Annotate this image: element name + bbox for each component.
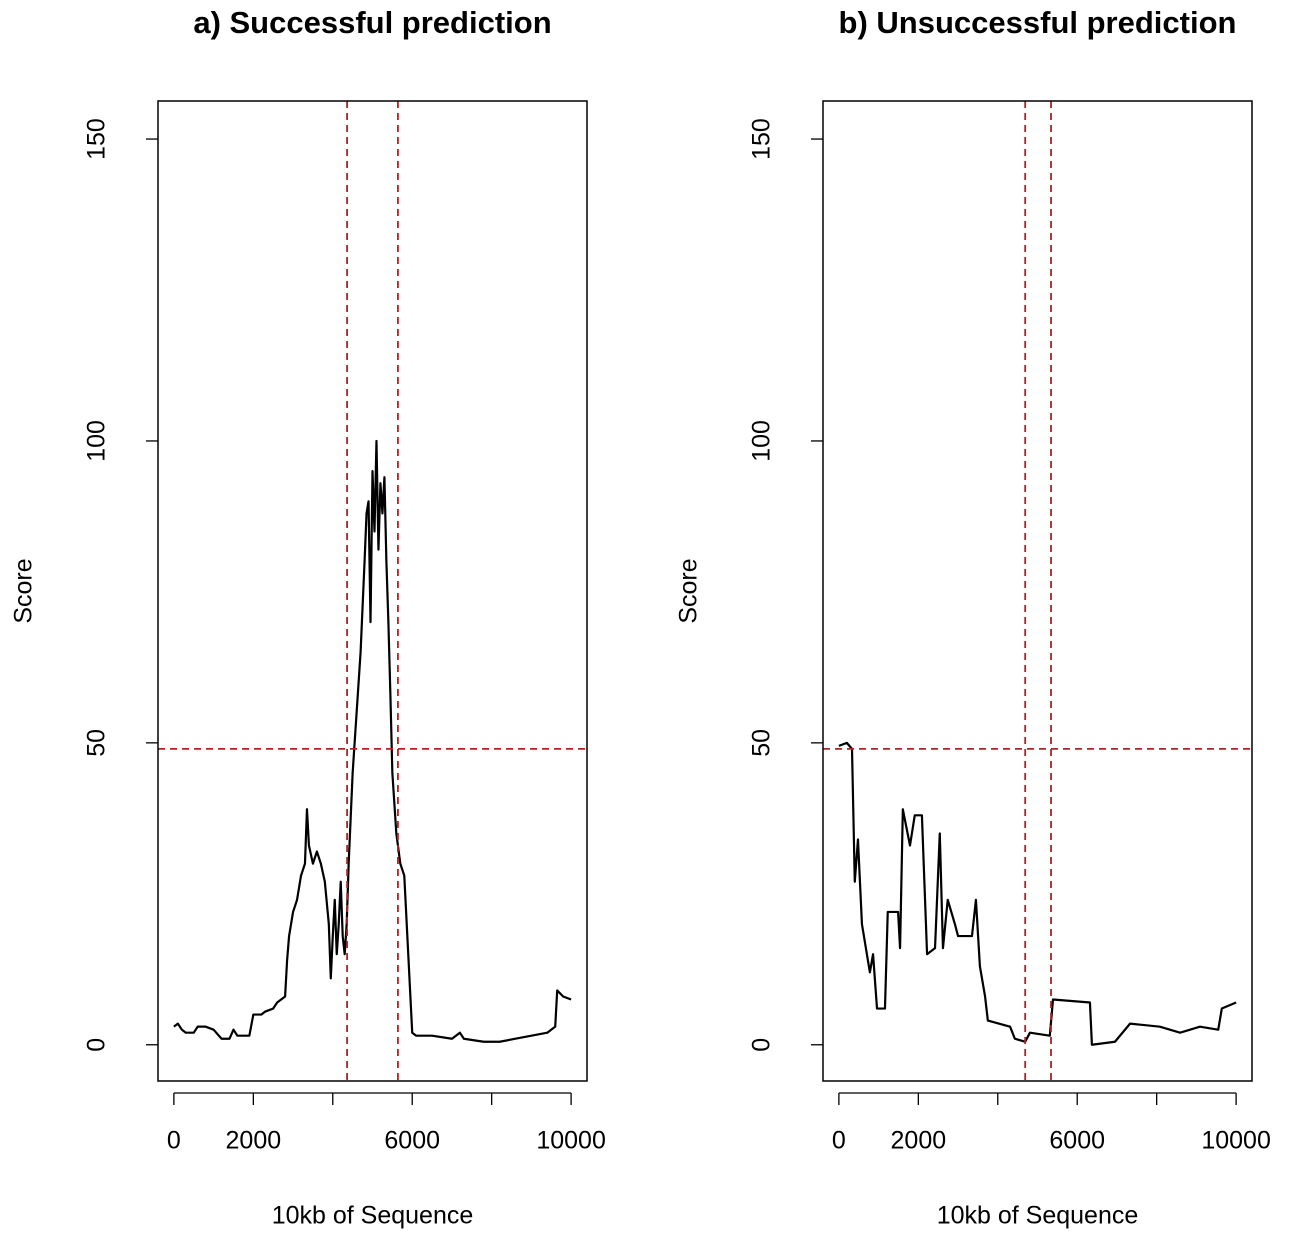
x-axis-label: 10kb of Sequence bbox=[272, 1202, 474, 1230]
x-tick-label: 10000 bbox=[536, 1127, 606, 1155]
y-tick-label: 100 bbox=[748, 420, 776, 462]
chart-title: b) Unsuccessful prediction bbox=[839, 5, 1237, 40]
plot-frame bbox=[157, 100, 588, 1082]
y-tick-label: 0 bbox=[83, 1038, 111, 1052]
y-tick-label: 100 bbox=[83, 420, 111, 462]
chart-title: a) Successful prediction bbox=[193, 5, 551, 40]
y-tick-label: 150 bbox=[748, 118, 776, 160]
data-line bbox=[838, 741, 1237, 1046]
y-axis-label: Score bbox=[675, 558, 703, 623]
y-tick-label: 150 bbox=[83, 118, 111, 160]
x-tick-label: 6000 bbox=[384, 1127, 440, 1155]
data-line bbox=[173, 439, 572, 1043]
y-tick-label: 50 bbox=[748, 729, 776, 757]
x-tick-label: 0 bbox=[167, 1127, 181, 1155]
y-axis-label: Score bbox=[10, 558, 38, 623]
x-tick-label: 2000 bbox=[891, 1127, 947, 1155]
y-tick-label: 50 bbox=[83, 729, 111, 757]
x-tick-label: 0 bbox=[832, 1127, 846, 1155]
x-tick-label: 6000 bbox=[1049, 1127, 1105, 1155]
plot-frame bbox=[822, 100, 1253, 1082]
x-tick-label: 10000 bbox=[1201, 1127, 1271, 1155]
x-axis-label: 10kb of Sequence bbox=[937, 1202, 1139, 1230]
x-tick-label: 2000 bbox=[226, 1127, 282, 1155]
y-tick-label: 0 bbox=[748, 1038, 776, 1052]
